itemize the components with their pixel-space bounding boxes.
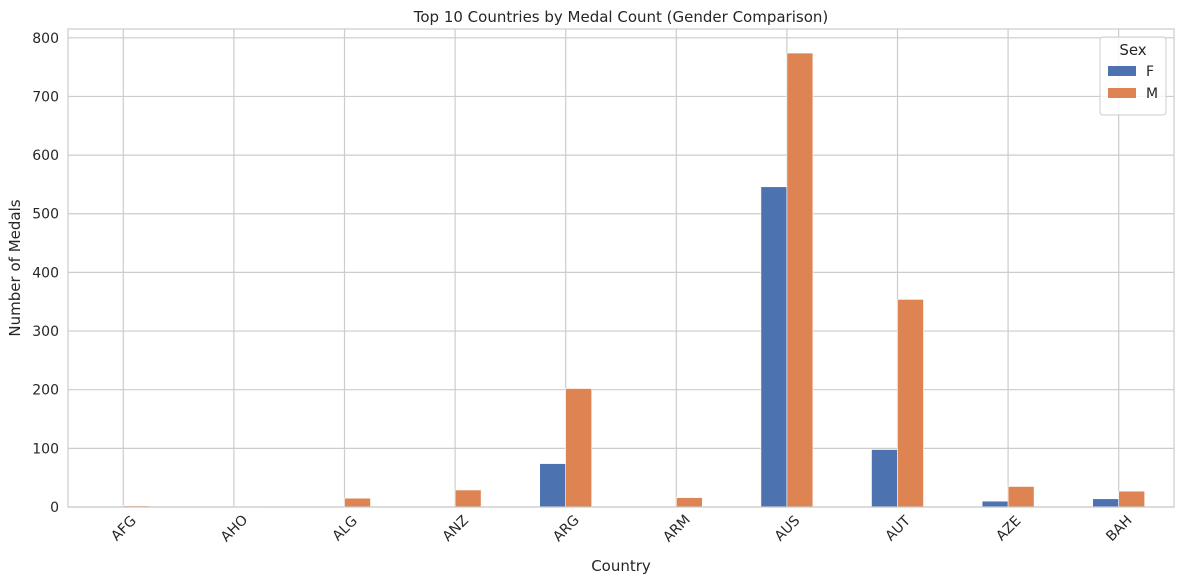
x-tick-label: AUS xyxy=(772,513,804,545)
x-tick-label: BAH xyxy=(1103,513,1135,545)
legend-label-f: F xyxy=(1146,64,1154,80)
x-tick-label: AZE xyxy=(993,513,1024,544)
bar-f-bah xyxy=(1092,498,1119,508)
y-tick-label: 600 xyxy=(32,148,59,164)
bar-m-aut xyxy=(897,299,924,508)
legend-swatch-f xyxy=(1108,66,1136,76)
chart-title: Top 10 Countries by Medal Count (Gender … xyxy=(413,8,829,26)
y-tick-labels: 0 100 200 300 400 500 600 700 800 xyxy=(32,31,59,516)
y-tick-label: 200 xyxy=(32,383,59,399)
x-tick-label: AHO xyxy=(218,512,251,545)
bar-m-arg xyxy=(565,388,593,508)
y-tick-label: 0 xyxy=(50,500,59,516)
y-tick-label: 800 xyxy=(32,31,59,47)
legend-label-m: M xyxy=(1146,86,1158,102)
x-tick-label: AUT xyxy=(883,513,915,545)
bar-f-arg xyxy=(539,463,567,508)
x-tick-label: ANZ xyxy=(440,513,472,545)
y-tick-label: 300 xyxy=(32,324,59,340)
y-tick-label: 100 xyxy=(32,441,59,457)
legend-swatch-m xyxy=(1108,88,1136,98)
bar-m-arm xyxy=(675,497,703,508)
x-tick-label: ARG xyxy=(550,512,583,545)
bar-m-aus xyxy=(786,52,814,508)
y-tick-label: 700 xyxy=(32,89,59,105)
bar-m-alg xyxy=(344,497,371,508)
bar-m-anz xyxy=(454,489,482,508)
y-tick-label: 500 xyxy=(32,207,59,223)
legend-entries: FM xyxy=(1108,64,1158,102)
x-tick-label: ALG xyxy=(330,513,361,544)
y-axis-label: Number of Medals xyxy=(6,199,24,336)
plot-frame xyxy=(67,28,1175,508)
x-tick-label: AFG xyxy=(108,513,139,544)
x-tick-label: ARM xyxy=(660,512,694,546)
bar-f-aus xyxy=(760,186,788,508)
grid-lines xyxy=(68,29,1174,508)
legend-title: Sex xyxy=(1119,41,1146,59)
x-axis-label: Country xyxy=(591,557,651,575)
bar-m-bah xyxy=(1118,490,1145,508)
y-tick-label: 400 xyxy=(32,265,59,281)
bar-m-aze xyxy=(1007,486,1035,508)
bars xyxy=(123,52,1145,508)
bar-f-aut xyxy=(871,449,898,508)
x-tick-labels: AFG AHO ALG ANZ ARG ARM AUS AUT AZE BAH xyxy=(108,512,1135,546)
bar-f-aze xyxy=(981,500,1009,508)
legend: Sex FM xyxy=(1099,36,1167,116)
